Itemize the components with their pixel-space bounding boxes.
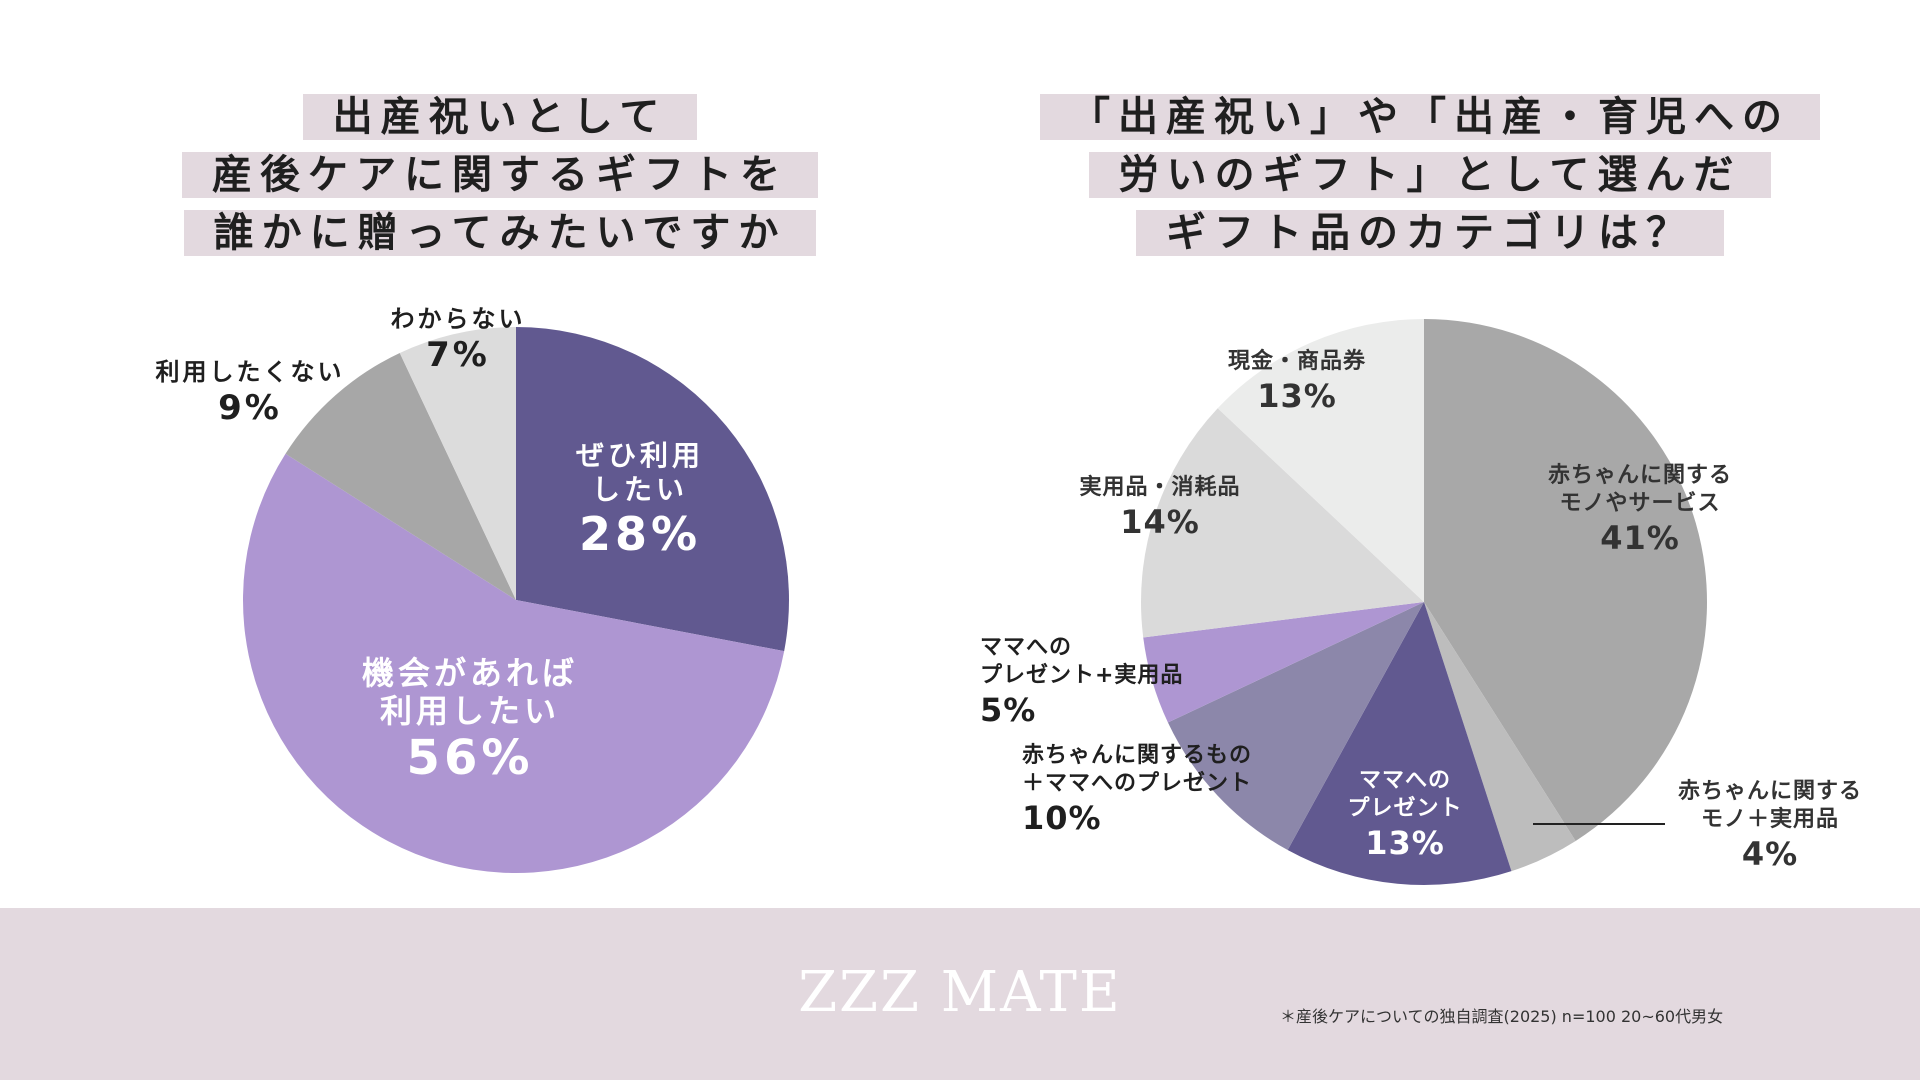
left-title-line-2: 産後ケアに関するギフトを	[182, 152, 818, 198]
slice-percent: 7%	[426, 335, 490, 375]
slice-label-line: モノやサービス	[1559, 491, 1721, 516]
slice-label-line: モノ＋実用品	[1700, 807, 1840, 832]
slice-percent: 14%	[1120, 503, 1200, 541]
right-pie-slice-1	[1424, 602, 1576, 872]
slice-label-line: 機会があれば	[361, 654, 579, 692]
slice-percent: 5%	[980, 691, 1037, 729]
slice-label-line: 赤ちゃんに関する	[1547, 463, 1733, 488]
right-chart-title: 「出産祝い」や「出産・育児への 労いのギフト」として選んだ ギフト品のカテゴリは…	[1010, 88, 1850, 262]
slice-label-line: ママへの	[980, 635, 1073, 660]
left-pie-slice-1	[243, 453, 785, 873]
right-pie-label-1: 赤ちゃんに関する モノ＋実用品 4%	[1678, 778, 1862, 874]
brand-logo: ZZZ MATE	[798, 960, 1122, 1025]
pie-charts	[243, 319, 1708, 885]
slice-label-line: 赤ちゃんに関するもの	[1022, 743, 1253, 768]
slice-percent: 13%	[1365, 824, 1445, 862]
slice-percent: 9%	[218, 388, 282, 428]
slice-label-line: 実用品・消耗品	[1079, 475, 1241, 500]
left-pie-slice-2	[285, 352, 516, 600]
slice-label-line: 現金・商品券	[1227, 349, 1367, 374]
left-title-line-3: 誰かに贈ってみたいですか	[183, 210, 817, 256]
right-pie-label-2: ママへのプレゼント 13%	[1347, 767, 1462, 863]
right-pie-label-0: 赤ちゃんに関する モノやサービス 41%	[1548, 462, 1732, 558]
slice-percent: 13%	[1257, 377, 1337, 415]
slice-percent: 41%	[1600, 519, 1680, 557]
slice-label-line: ＋ママへのプレゼント	[1022, 771, 1253, 796]
slice-label-line: わからない	[390, 305, 526, 333]
left-chart-title: 出産祝いとして 産後ケアに関するギフトを 誰かに贈ってみたいですか	[170, 88, 830, 262]
slice-label-line: 赤ちゃんに関する	[1677, 779, 1863, 804]
slice-percent: 28%	[578, 507, 702, 561]
right-title-line-1: 「出産祝い」や「出産・育児への	[1040, 94, 1820, 140]
right-title-line-2: 労いのギフト」として選んだ	[1088, 152, 1772, 198]
right-pie-slice-6	[1217, 319, 1424, 602]
left-title-line-1: 出産祝いとして	[302, 94, 698, 140]
slice-label-line: 利用したい	[379, 692, 561, 730]
right-pie-slice-5	[1141, 408, 1424, 638]
right-title-line-3: ギフト品のカテゴリは？	[1136, 210, 1724, 256]
left-pie-slice-0	[516, 327, 789, 652]
slice-label-line: ママへの	[1358, 768, 1452, 793]
left-pie-slice-3	[399, 327, 516, 600]
right-pie-label-4: ママへのプレゼント+実用品 5%	[980, 634, 1183, 730]
slice-percent: 4%	[1741, 835, 1799, 873]
right-pie-label-6: 現金・商品券 13%	[1228, 348, 1366, 416]
right-pie-slice-0	[1424, 319, 1708, 841]
left-pie-label-3: わからない 7%	[391, 304, 526, 376]
survey-note: ＊産後ケアについての独自調査(2025) n=100 20~60代男女	[1280, 1007, 1724, 1026]
slice-label-line: プレゼント+実用品	[980, 663, 1184, 688]
slice-percent: 10%	[1022, 799, 1102, 837]
right-pie-label-5: 実用品・消耗品 14%	[1079, 474, 1240, 542]
left-pie-label-2: 利用したくない 9%	[156, 357, 345, 429]
footer-band	[0, 908, 1920, 1080]
slice-label-line: ぜひ利用	[575, 439, 705, 472]
left-pie-label-0: ぜひ利用 したい 28%	[576, 439, 704, 561]
left-pie-label-1: 機会があれば 利用したい 56%	[362, 654, 578, 786]
right-pie-label-3: 赤ちゃんに関するもの ＋ママへのプレゼント 10%	[1022, 742, 1252, 838]
right-pie-slice-2	[1287, 602, 1512, 885]
right-pie-slice-3	[1167, 602, 1424, 850]
slice-percent: 56%	[406, 730, 534, 786]
slice-label-line: 利用したくない	[155, 358, 345, 386]
right-pie-slice-4	[1143, 602, 1424, 723]
slice-label-line: プレゼント	[1347, 796, 1463, 821]
slice-label-line: したい	[591, 473, 689, 506]
leader-line	[1533, 823, 1665, 825]
